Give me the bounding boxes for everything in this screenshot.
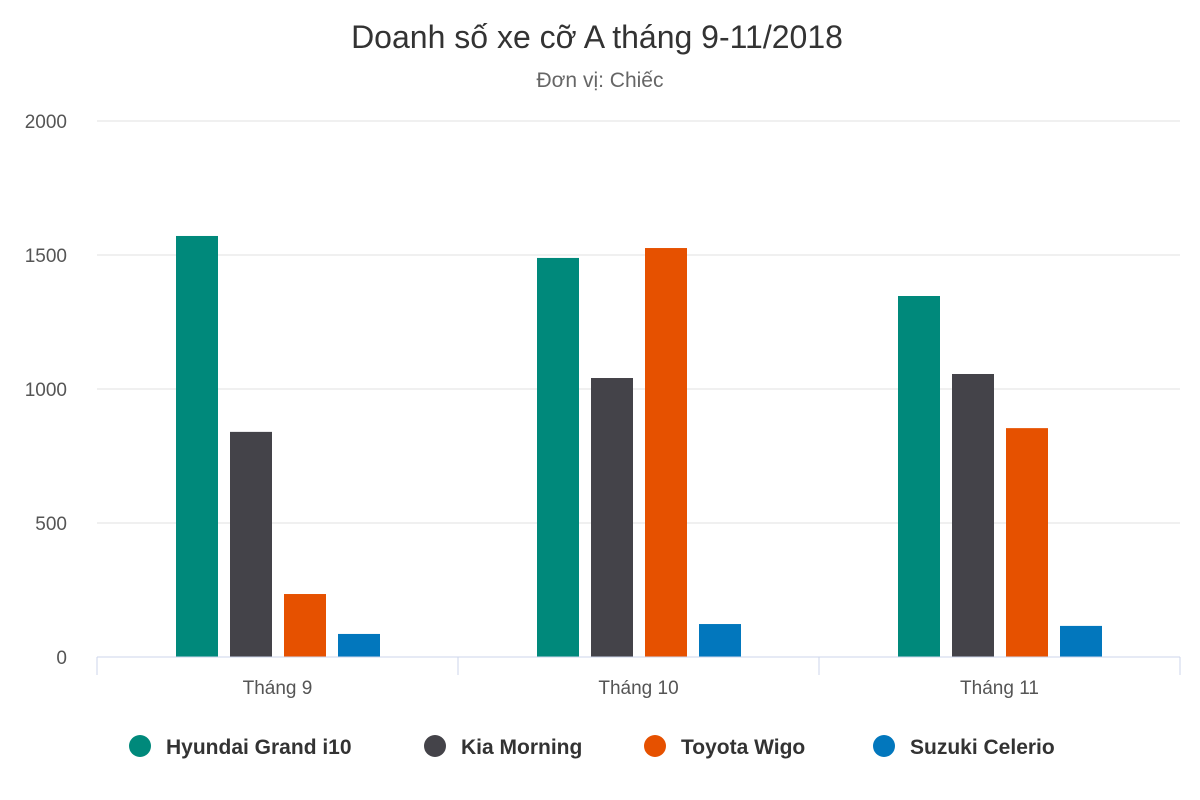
bar[interactable] <box>645 248 687 658</box>
y-tick-label: 1500 <box>25 246 67 267</box>
bar[interactable] <box>284 594 326 657</box>
bar[interactable] <box>230 431 272 657</box>
legend-item[interactable]: Toyota Wigo <box>681 736 805 759</box>
legend-marker-icon <box>644 735 666 757</box>
y-tick-label: 1000 <box>25 380 67 401</box>
bar[interactable] <box>952 373 994 657</box>
legend-item[interactable]: Kia Morning <box>461 736 582 759</box>
legend-marker-icon <box>129 735 151 757</box>
legend-marker-icon <box>873 735 895 757</box>
bar[interactable] <box>898 296 940 657</box>
chart-title: Doanh số xe cỡ A tháng 9-11/2018 <box>351 19 843 55</box>
bar[interactable] <box>699 624 741 657</box>
x-tick-label: Tháng 10 <box>598 678 678 699</box>
bar[interactable] <box>1060 625 1102 657</box>
x-tick-label: Tháng 11 <box>960 678 1039 699</box>
chart-subtitle: Đơn vị: Chiếc <box>537 69 664 92</box>
bar[interactable] <box>176 235 218 658</box>
y-tick-label: 0 <box>56 648 67 669</box>
y-tick-label: 2000 <box>25 112 67 133</box>
bar[interactable] <box>591 378 633 657</box>
bar[interactable] <box>338 633 380 657</box>
x-tick-label: Tháng 9 <box>243 678 313 699</box>
bar[interactable] <box>1006 428 1048 657</box>
y-tick-label: 500 <box>35 514 67 535</box>
legend-marker-icon <box>424 735 446 757</box>
legend-item[interactable]: Suzuki Celerio <box>910 736 1055 759</box>
legend-item[interactable]: Hyundai Grand i10 <box>166 736 352 759</box>
bar[interactable] <box>537 257 579 657</box>
